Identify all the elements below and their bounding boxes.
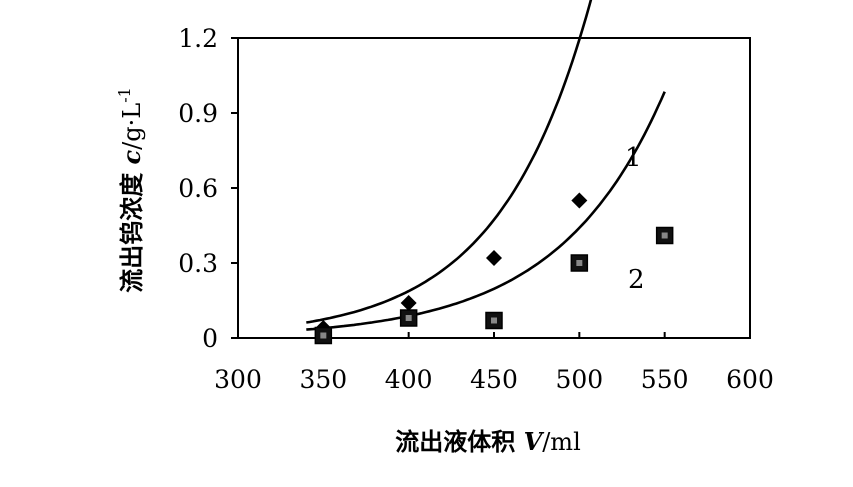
x-axis-title-unit: /ml xyxy=(542,428,581,456)
y-axis-title-superscript: -1 xyxy=(115,87,134,103)
y-axis-title: 流出钨浓度 c/g·L-1 xyxy=(115,87,146,293)
x-tick-label: 500 xyxy=(555,365,603,394)
y-axis-title-symbol: c xyxy=(117,149,146,164)
y-axis-title-prefix: 流出钨浓度 xyxy=(118,164,146,292)
y-tick-label: 0.9 xyxy=(178,99,218,128)
x-tick-label: 600 xyxy=(726,365,774,394)
y-tick-label: 0.6 xyxy=(178,174,218,203)
series-2-fit-curve xyxy=(306,91,666,331)
x-tick-label: 350 xyxy=(299,365,347,394)
y-axis-title-unit: /g·L xyxy=(118,103,146,150)
x-tick-label: 450 xyxy=(470,365,518,394)
series-2-point-highlight xyxy=(405,315,412,321)
series-1-fit-curve xyxy=(306,0,593,324)
x-tick-label: 300 xyxy=(214,365,262,394)
series-2-point-highlight xyxy=(661,232,668,239)
series-2-label: 2 xyxy=(628,265,645,295)
x-tick-label: 550 xyxy=(641,365,689,394)
series-1-point xyxy=(571,192,588,209)
y-tick-label: 0.3 xyxy=(178,249,218,278)
y-tick-label: 1.2 xyxy=(178,24,218,53)
x-tick-label: 400 xyxy=(385,365,433,394)
y-tick-label: 0 xyxy=(202,324,218,353)
series-2-point-highlight xyxy=(576,260,583,266)
series-1-point xyxy=(486,250,502,266)
x-axis-title-symbol: V xyxy=(524,427,545,456)
series-1-label: 1 xyxy=(625,143,642,173)
plot-frame xyxy=(237,37,751,339)
x-axis-title-prefix: 流出液体积 xyxy=(395,428,523,456)
series-1-point xyxy=(400,295,417,311)
x-axis-title: 流出液体积 V/ml xyxy=(395,427,581,456)
series-2-point-highlight xyxy=(491,317,497,324)
series-2-point-highlight xyxy=(320,332,327,339)
